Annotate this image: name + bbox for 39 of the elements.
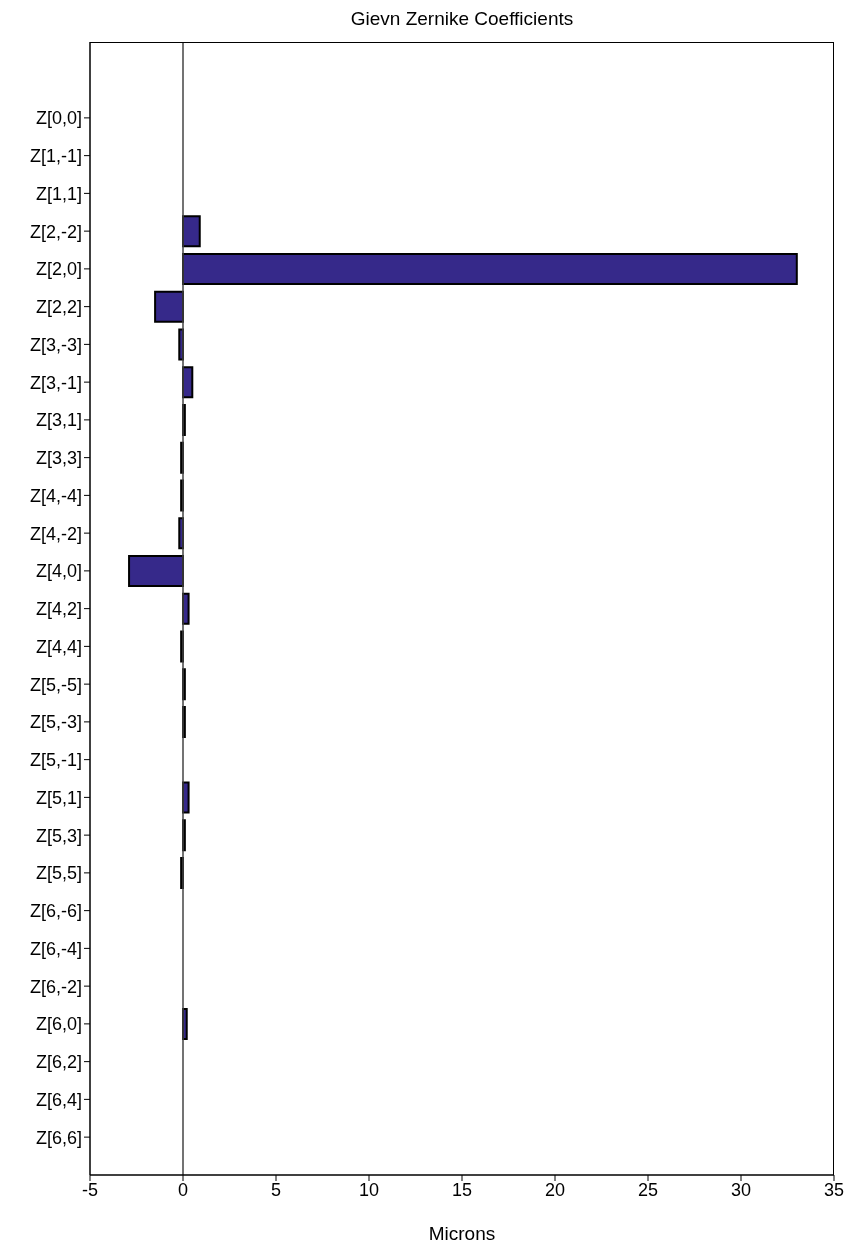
- y-tick-label: Z[5,-5]: [29, 674, 82, 695]
- y-tick-label: Z[6,6]: [35, 1127, 82, 1148]
- y-tick-label: Z[4,0]: [35, 561, 82, 582]
- y-tick-label: Z[2,0]: [35, 259, 82, 280]
- y-tick-label: Z[5,3]: [35, 825, 82, 846]
- y-tick-label: Z[6,-2]: [29, 976, 82, 997]
- y-tick-label: Z[6,-4]: [29, 938, 82, 959]
- x-tick-label: 15: [451, 1179, 473, 1200]
- x-axis-title: Microns: [428, 1223, 496, 1242]
- y-tick-label: Z[6,2]: [35, 1052, 82, 1073]
- x-tick-label: 20: [544, 1179, 566, 1200]
- y-tick-label: Z[4,4]: [35, 636, 82, 657]
- x-tick-label: 30: [730, 1179, 752, 1200]
- y-tick-label: Z[2,2]: [35, 297, 82, 318]
- x-tick-label: 5: [270, 1179, 282, 1200]
- y-tick-label: Z[6,-6]: [29, 901, 82, 922]
- y-tick-label: Z[5,-3]: [29, 712, 82, 733]
- y-tick-label: Z[5,1]: [35, 787, 82, 808]
- x-tick-label: 35: [823, 1179, 845, 1200]
- y-tick-label: Z[0,0]: [35, 108, 82, 129]
- x-tick-label: 10: [358, 1179, 380, 1200]
- y-tick-label: Z[4,-2]: [29, 523, 82, 544]
- x-tick-label: 25: [637, 1179, 659, 1200]
- y-tick-label: Z[4,-4]: [29, 485, 82, 506]
- y-tick-label: Z[3,-3]: [29, 334, 82, 355]
- x-tick-label: -5: [81, 1179, 99, 1200]
- y-tick-label: Z[3,1]: [35, 410, 82, 431]
- y-tick-label: Z[3,-1]: [29, 372, 82, 393]
- y-tick-label: Z[5,-1]: [29, 750, 82, 771]
- y-tick-label: Z[4,2]: [35, 599, 82, 620]
- y-tick-label: Z[6,0]: [35, 1014, 82, 1035]
- chart-title: Gievn Zernike Coefficients: [349, 8, 575, 30]
- y-tick-label: Z[5,5]: [35, 863, 82, 884]
- y-tick-label: Z[3,3]: [35, 448, 82, 469]
- y-tick-label: Z[1,1]: [35, 183, 82, 204]
- y-tick-label: Z[2,-2]: [29, 221, 82, 242]
- x-tick-label: 0: [177, 1179, 189, 1200]
- y-tick-label: Z[6,4]: [35, 1089, 82, 1110]
- y-tick-label: Z[1,-1]: [29, 146, 82, 167]
